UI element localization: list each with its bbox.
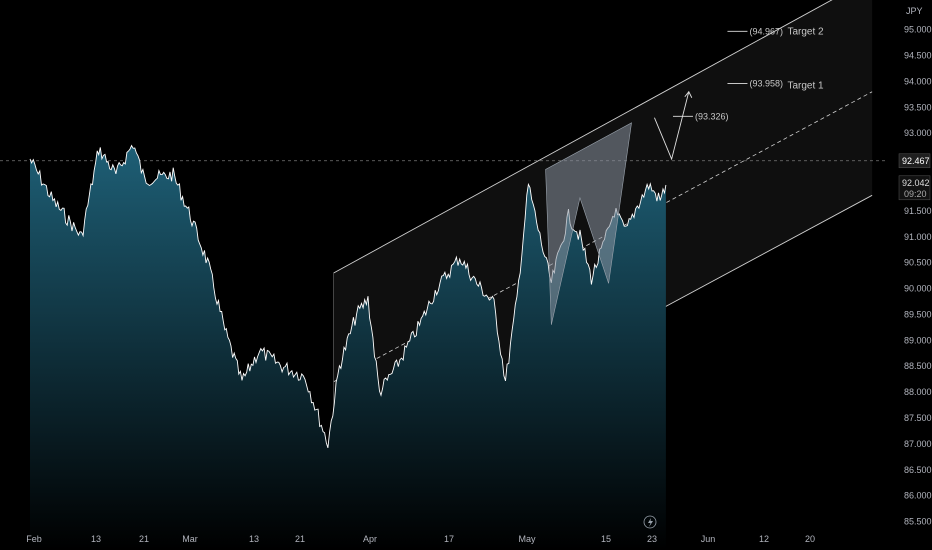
y-axis-panel[interactable]	[886, 0, 932, 550]
y-tick-label: 91.000	[904, 232, 932, 242]
x-tick-label: 12	[759, 534, 769, 544]
y-tick-label: 91.500	[904, 206, 932, 216]
y-tick-label: 88.500	[904, 361, 932, 371]
y-tick-label: 86.500	[904, 465, 932, 475]
x-tick-label: Apr	[363, 534, 377, 544]
x-tick-label: 21	[295, 534, 305, 544]
y-tick-label: 93.000	[904, 128, 932, 138]
channel-upper-line[interactable]	[333, 0, 873, 274]
target-name-label: Target 2	[787, 26, 824, 37]
lightning-icon[interactable]	[643, 515, 657, 529]
y-tick-label: 89.500	[904, 309, 932, 319]
x-tick-label: May	[518, 534, 536, 544]
y-tick-label: 89.000	[904, 335, 932, 345]
x-tick-label: 21	[139, 534, 149, 544]
arrow-head-icon	[684, 90, 693, 98]
target-name-label: Target 1	[787, 81, 824, 92]
x-tick-label: 13	[249, 534, 259, 544]
x-tick-label: Mar	[182, 534, 198, 544]
y-tick-label: 94.000	[904, 76, 932, 86]
x-tick-label: 15	[601, 534, 611, 544]
y-tick-label: 90.000	[904, 284, 932, 294]
y-tick-label: 94.500	[904, 50, 932, 60]
x-tick-label: 13	[91, 534, 101, 544]
svg-text:92.467: 92.467	[902, 156, 930, 166]
currency-label: JPY	[906, 6, 923, 16]
x-tick-label: Feb	[26, 534, 42, 544]
countdown-value: 09:20	[904, 189, 927, 199]
x-tick-label: 23	[647, 534, 657, 544]
y-tick-label: 85.500	[904, 517, 932, 527]
y-tick-label: 86.000	[904, 491, 932, 501]
y-tick-label: 87.500	[904, 413, 932, 423]
x-tick-label: 20	[805, 534, 815, 544]
y-tick-label: 88.000	[904, 387, 932, 397]
target-price-label: (93.326)	[695, 111, 729, 121]
x-tick-label: 17	[444, 534, 454, 544]
y-tick-label: 87.000	[904, 439, 932, 449]
reference-price-tag[interactable]: 92.467	[898, 153, 931, 169]
y-tick-label: 90.500	[904, 258, 932, 268]
x-tick-label: Jun	[701, 534, 716, 544]
y-tick-label: 95.000	[904, 25, 932, 35]
harmonic-pattern[interactable]	[545, 122, 632, 325]
current-price-value: 92.042	[902, 178, 930, 188]
price-area	[30, 145, 666, 550]
projection-path[interactable]	[654, 91, 690, 161]
y-tick-label: 93.500	[904, 102, 932, 112]
target-price-label: (93.958)	[749, 79, 783, 89]
target-price-label: (94.967)	[749, 26, 783, 36]
